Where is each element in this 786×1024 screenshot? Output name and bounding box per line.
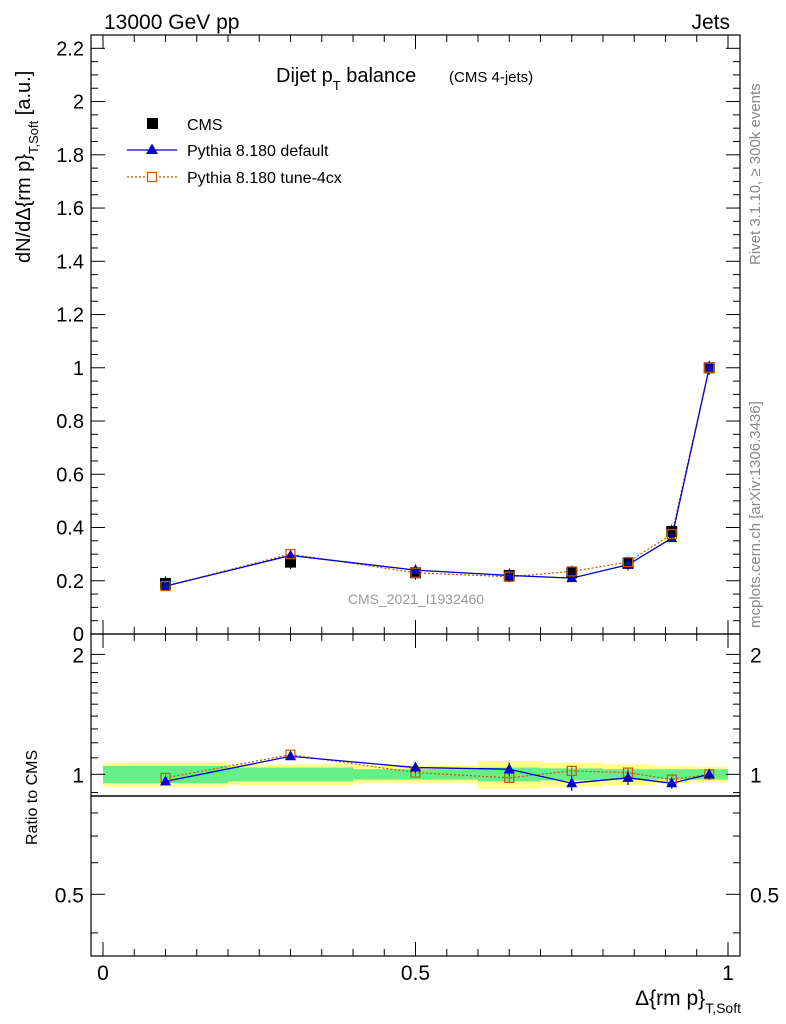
- x-axis-label: Δ{rm p}T,Soft: [635, 987, 741, 1016]
- main-y-tick-label: 2: [73, 92, 84, 114]
- plot-title: Dijet pT balance: [276, 65, 416, 93]
- ratio-plot-frame: [90, 633, 741, 957]
- x-label-main: Δ{rm p}: [635, 987, 705, 1010]
- main-y-tick-label: 0.2: [56, 571, 84, 593]
- main-y-tick-label: 1.2: [56, 305, 84, 327]
- main-y-tick-label: 2.2: [56, 38, 84, 60]
- ratio-y-tick-label: 1: [72, 764, 84, 787]
- legend-tune-label: Pythia 8.180 tune-4cx: [187, 170, 342, 187]
- tune-data-point: [504, 571, 515, 582]
- default-data-point: [503, 569, 515, 580]
- ratio-inner-band: [653, 769, 691, 780]
- main-plot-panel: 0 0.2 0.4 0.6 0.8 1 1.2 1.4 1.6 1.8 2 2.2 Dijet pT …: [13, 34, 741, 646]
- ratio-y-tick-label: 0.5: [55, 884, 84, 907]
- x-label-sub: T,Soft: [705, 1000, 741, 1016]
- default-series-line: [165, 367, 710, 587]
- tune-data-point: [285, 549, 296, 560]
- ratio-inner-band: [228, 767, 353, 782]
- default-data-point: [285, 549, 296, 560]
- collision-label: 13000 GeV pp: [104, 11, 239, 34]
- main-plot-area: [160, 360, 715, 592]
- category-label: Jets: [691, 11, 730, 34]
- ratio-default-point: [285, 750, 296, 761]
- tune-data-point: [566, 566, 577, 577]
- plot-title-note: (CMS 4-jets): [449, 69, 533, 86]
- ratio-tune-point: [566, 765, 577, 777]
- ratio-x-tick-label: 0: [97, 962, 109, 985]
- tune-data-point: [704, 362, 715, 373]
- legend-default-marker: [146, 143, 158, 154]
- y-label-main: dN/dΔ{rm p}: [13, 154, 35, 263]
- rivet-info: Rivet 3.1.10, ≥ 300k events: [747, 83, 764, 265]
- legend-tune-marker: [146, 171, 158, 183]
- ratio-default-point: [622, 771, 634, 782]
- plot-title-main: Dijet p: [276, 65, 333, 87]
- y-label-sub: T,Soft: [26, 120, 41, 154]
- cms-data-point: [285, 556, 296, 568]
- ratio-y-ticks: 0.5 0.5 1 1 2 2: [55, 644, 779, 934]
- ratio-default-point: [666, 777, 678, 788]
- ratio-default-point: [410, 761, 421, 772]
- legend-cms-marker: [147, 118, 158, 129]
- default-data-point: [160, 580, 171, 591]
- ratio-y-tick-label-right: 0.5: [750, 884, 779, 907]
- tune-data-point: [622, 557, 634, 568]
- default-data-point: [410, 564, 421, 575]
- tune-data-point: [160, 580, 171, 592]
- tune-data-point: [410, 567, 421, 578]
- mcplots-info: mcplots.cern.ch [arXiv:1306.3436]: [747, 401, 764, 628]
- ratio-x-tick-label: 0.5: [401, 962, 430, 985]
- plot-title-tail: balance: [341, 65, 417, 87]
- main-y-tick-label: 1.4: [56, 251, 84, 273]
- y-label-unit: [a.u.]: [13, 71, 35, 121]
- ratio-x-ticks: 0 0.5 1: [97, 634, 734, 985]
- default-data-point: [703, 361, 715, 372]
- default-data-point: [666, 532, 678, 543]
- ratio-y-tick-label-right: 1: [750, 764, 762, 787]
- main-y-tick-label: 0: [73, 624, 84, 646]
- ratio-plot-area: [160, 749, 715, 791]
- ratio-default-point: [160, 775, 171, 786]
- ratio-y-tick-label: 2: [72, 644, 84, 667]
- main-y-tick-label: 0.4: [56, 518, 84, 540]
- main-y-ticks: 0 0.2 0.4 0.6 0.8 1 1.2 1.4 1.6 1.8 2 2.2: [56, 38, 740, 646]
- ratio-default-point: [503, 763, 515, 774]
- plot-title-sub: T: [333, 78, 341, 93]
- main-y-tick-label: 0.6: [56, 464, 84, 486]
- main-x-ticks: [102, 35, 729, 634]
- default-data-point: [566, 572, 578, 583]
- tune-series-line: [165, 367, 710, 587]
- analysis-watermark: CMS_2021_I1932460: [348, 591, 484, 607]
- ratio-x-tick-label: 1: [722, 962, 734, 985]
- cms-data-point: [666, 526, 678, 538]
- main-y-tick-label: 0.8: [56, 411, 84, 433]
- legend-default-label: Pythia 8.180 default: [187, 143, 329, 160]
- ratio-y-tick-label-right: 2: [750, 644, 762, 667]
- main-y-tick-label: 1: [73, 358, 84, 380]
- ratio-default-point: [703, 768, 715, 779]
- ratio-plot-panel: 0.5 0.51 12 2 0 0.5 1 Ratio to CMS Δ{rm p}T,S…: [24, 633, 779, 1016]
- legend: CMS Pythia 8.180 default Pythia 8.180 tu…: [127, 117, 342, 187]
- tune-data-point: [666, 529, 677, 540]
- main-y-label: dN/dΔ{rm p}T,Soft [a.u.]: [13, 71, 41, 263]
- main-y-tick-label: 1.6: [56, 198, 84, 220]
- main-y-tick-label: 1.8: [56, 145, 84, 167]
- ratio-y-label: Ratio to CMS: [24, 750, 41, 845]
- ratio-default-line: [165, 755, 710, 784]
- ratio-default-point: [566, 777, 578, 788]
- legend-cms-label: CMS: [187, 117, 223, 134]
